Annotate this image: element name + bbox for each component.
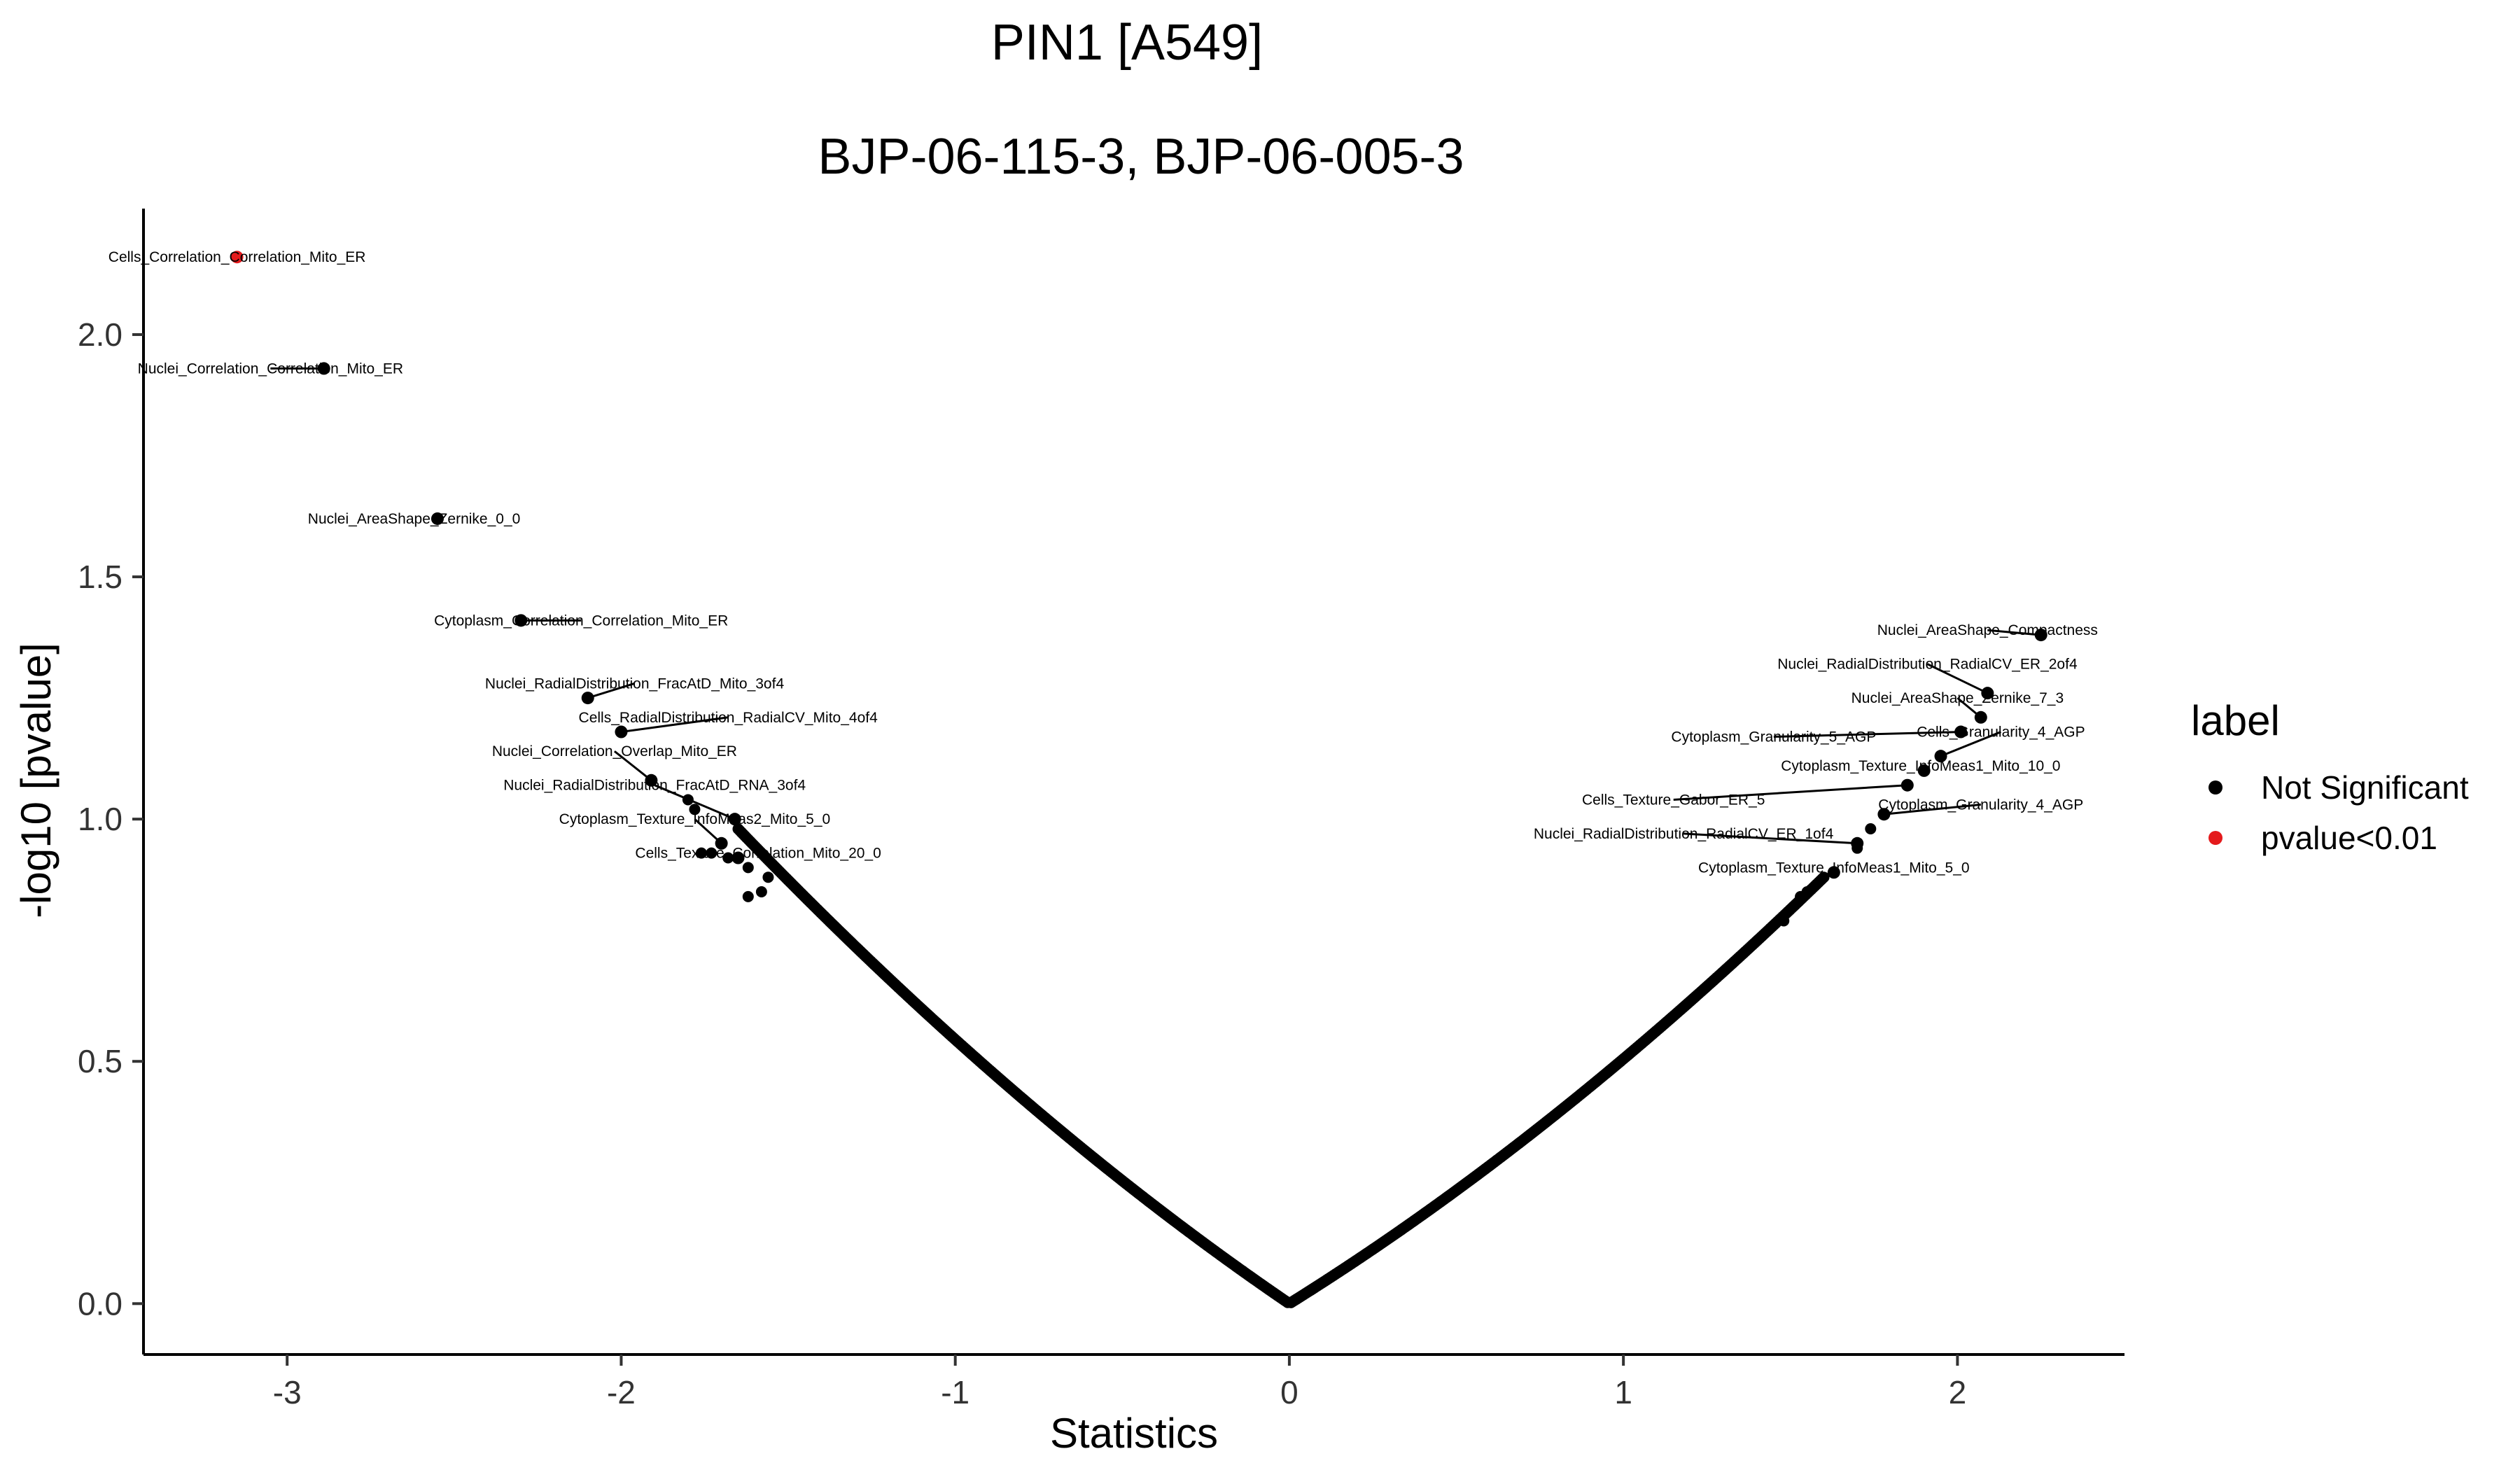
label-connector	[621, 716, 729, 734]
data-point	[695, 847, 707, 859]
label-connector	[1956, 696, 1982, 718]
chart-title: PIN1 [A549]	[991, 15, 1263, 71]
data-point	[1801, 886, 1813, 897]
data-point	[742, 862, 754, 874]
labeled-data-point	[732, 851, 745, 864]
x-axis-title: Statistics	[1050, 1410, 1218, 1457]
legend-swatch	[2208, 780, 2222, 794]
y-tick-label: 2.0	[78, 316, 122, 353]
point-label: Nuclei_Correlation_Correlation_Mito_ER	[138, 360, 403, 377]
legend-entries: Not Significant pvalue<0.01	[2208, 769, 2469, 856]
y-tick-label: 1.5	[78, 559, 122, 595]
y-axis-title: -log10 [pvalue]	[13, 643, 59, 918]
label-connector	[1940, 731, 2001, 757]
labeled-data-point	[1917, 764, 1931, 777]
data-point	[1818, 872, 1830, 883]
label-connector	[694, 818, 722, 844]
point-label: Cells_Texture_Gabor_ER_5	[1582, 792, 1765, 808]
label-connector	[1773, 731, 1961, 738]
data-point	[706, 847, 718, 859]
data-point	[742, 890, 754, 902]
point-label: Nuclei_RadialDistribution_RadialCV_ER_2o…	[1777, 657, 2078, 673]
point-label: Nuclei_AreaShape_Zernike_7_3	[1851, 690, 2064, 706]
point-label: Nuclei_RadialDistribution_FracAtD_RNA_3o…	[503, 778, 806, 794]
point-label: Nuclei_AreaShape_Zernike_0_0	[308, 511, 521, 527]
point-label: Cells_Granularity_4_AGP	[1917, 724, 2085, 741]
data-point	[1865, 822, 1877, 834]
x-tick-label: 0	[1280, 1374, 1298, 1410]
label-connector	[1884, 803, 1981, 816]
y-tick-label: 1.0	[78, 801, 122, 837]
point-label: Cytoplasm_Texture_InfoMeas1_Mito_10_0	[1781, 758, 2060, 774]
labeled-data-point	[430, 512, 444, 525]
x-tick-label: 2	[1949, 1374, 1967, 1410]
data-point	[755, 886, 767, 897]
x-tick-label: 1	[1614, 1374, 1632, 1410]
label-connector	[613, 750, 652, 781]
legend-swatch	[2208, 831, 2222, 845]
data-point	[1778, 915, 1790, 927]
x-tick-label: -1	[941, 1374, 969, 1410]
legend: label Not Significant pvalue<0.01	[2191, 697, 2469, 856]
legend-label: Not Significant	[2261, 769, 2469, 806]
label-connectors	[270, 367, 2041, 845]
x-tick-label: -2	[607, 1374, 636, 1410]
labeled-data-point	[1827, 866, 1840, 879]
label-connector	[1926, 663, 1988, 694]
x-tick-label: -3	[273, 1374, 302, 1410]
point-label: Nuclei_RadialDistribution_RadialCV_ER_1o…	[1534, 826, 1834, 842]
point-label: Cytoplasm_Granularity_5_AGP	[1671, 729, 1876, 745]
point-label: Cells_Texture_Correlation_Mito_20_0	[635, 846, 881, 862]
point-label: Cytoplasm_Texture_InfoMeas2_Mito_5_0	[559, 811, 831, 827]
point-label: Cytoplasm_Granularity_4_AGP	[1878, 797, 2083, 813]
label-connector	[654, 784, 736, 820]
data-point	[762, 872, 774, 883]
y-tick-label: 0.0	[78, 1285, 122, 1322]
label-connector	[1673, 784, 1907, 801]
x-axis-ticks: -3 -2 -1 0 1 2	[273, 1354, 1966, 1410]
point-label: Nuclei_AreaShape_Compactness	[1877, 622, 2098, 638]
point-label: Nuclei_RadialDistribution_FracAtD_Mito_3…	[485, 676, 785, 692]
point-label: Cytoplasm_Correlation_Correlation_Mito_E…	[434, 612, 728, 629]
label-connector	[1683, 832, 1858, 845]
y-tick-label: 0.5	[78, 1043, 122, 1079]
legend-title: label	[2191, 697, 2280, 744]
point-labels: Cells_Correlation_Correlation_Mito_ER Nuc…	[108, 249, 2098, 876]
point-label: Cells_Correlation_Correlation_Mito_ER	[108, 249, 366, 265]
label-connector	[1987, 629, 2041, 636]
point-label: Cells_RadialDistribution_RadialCV_Mito_4…	[579, 710, 878, 726]
y-axis-ticks: 0.0 0.5 1.0 1.5 2.0	[78, 316, 144, 1322]
point-label: Cytoplasm_Texture_InfoMeas1_Mito_5_0	[1698, 860, 1970, 876]
label-connector	[587, 682, 635, 699]
data-point	[689, 804, 701, 816]
labeled-data-point	[230, 251, 244, 264]
legend-label: pvalue<0.01	[2261, 820, 2437, 856]
point-label: Nuclei_Correlation_Overlap_Mito_ER	[492, 743, 737, 760]
chart-subtitle: BJP-06-115-3, BJP-06-005-3	[818, 129, 1464, 185]
points-layer	[230, 251, 2047, 1308]
data-point	[722, 852, 734, 864]
